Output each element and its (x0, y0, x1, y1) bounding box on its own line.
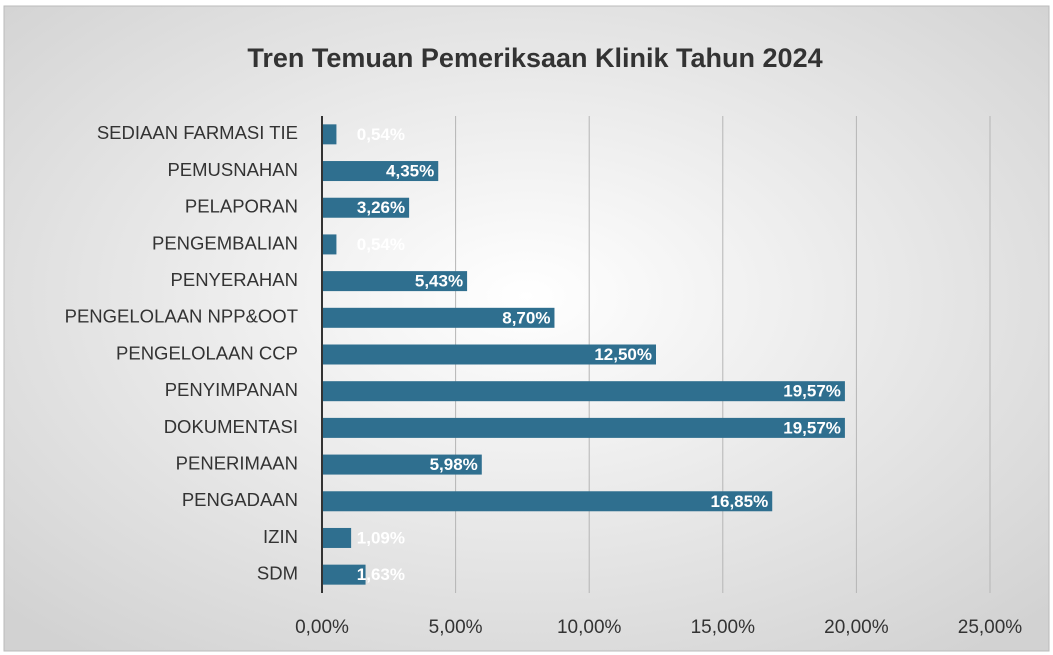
value-label: 3,26% (357, 198, 405, 217)
y-tick-label: PENYIMPANAN (165, 379, 298, 400)
bar (322, 161, 439, 182)
bar (322, 454, 482, 475)
bar (322, 307, 555, 328)
y-tick-label: PEMUSNAHAN (167, 159, 298, 180)
bar (322, 381, 845, 402)
y-tick-label: PENGELOLAAN NPP&OOT (65, 306, 298, 327)
x-tick-label: 5,00% (429, 617, 483, 638)
y-tick-label: PENGELOLAAN CCP (116, 342, 298, 363)
x-tick-label: 10,00% (557, 617, 622, 638)
y-tick-label: SDM (257, 563, 298, 584)
bar (322, 234, 337, 255)
bar (322, 564, 366, 585)
y-tick-label: IZIN (263, 526, 298, 547)
bar (322, 124, 337, 145)
value-label: 8,70% (502, 308, 550, 327)
value-label: 1,09% (357, 528, 405, 547)
x-tick-label: 25,00% (958, 617, 1023, 638)
bar (322, 344, 656, 365)
value-label: 1,63% (357, 565, 405, 584)
bar (322, 271, 468, 292)
x-tick-label: 15,00% (691, 617, 756, 638)
value-label: 16,85% (711, 492, 769, 511)
value-label: 5,98% (430, 455, 478, 474)
y-tick-label: PENYERAHAN (171, 269, 298, 290)
x-tick-label: 20,00% (824, 617, 889, 638)
bar (322, 417, 845, 438)
value-label: 0,54% (357, 125, 405, 144)
value-label: 12,50% (594, 345, 652, 364)
bar (322, 491, 773, 512)
value-label: 19,57% (783, 418, 841, 437)
value-label: 4,35% (386, 162, 434, 181)
value-label: 5,43% (415, 272, 463, 291)
y-tick-label: PENGEMBALIAN (152, 232, 298, 253)
chart-title: Tren Temuan Pemeriksaan Klinik Tahun 202… (247, 43, 822, 73)
y-tick-label: PENGADAAN (182, 489, 298, 510)
y-tick-label: DOKUMENTASI (164, 416, 298, 437)
value-label: 19,57% (783, 382, 841, 401)
chart-background (3, 5, 1050, 652)
y-tick-label: PENERIMAAN (176, 452, 298, 473)
y-tick-label: PELAPORAN (185, 196, 298, 217)
x-tick-label: 0,00% (295, 617, 349, 638)
value-label: 0,54% (357, 235, 405, 254)
bar (322, 197, 410, 218)
bar (322, 527, 352, 548)
y-tick-label: SEDIAAN FARMASI TIE (97, 122, 298, 143)
